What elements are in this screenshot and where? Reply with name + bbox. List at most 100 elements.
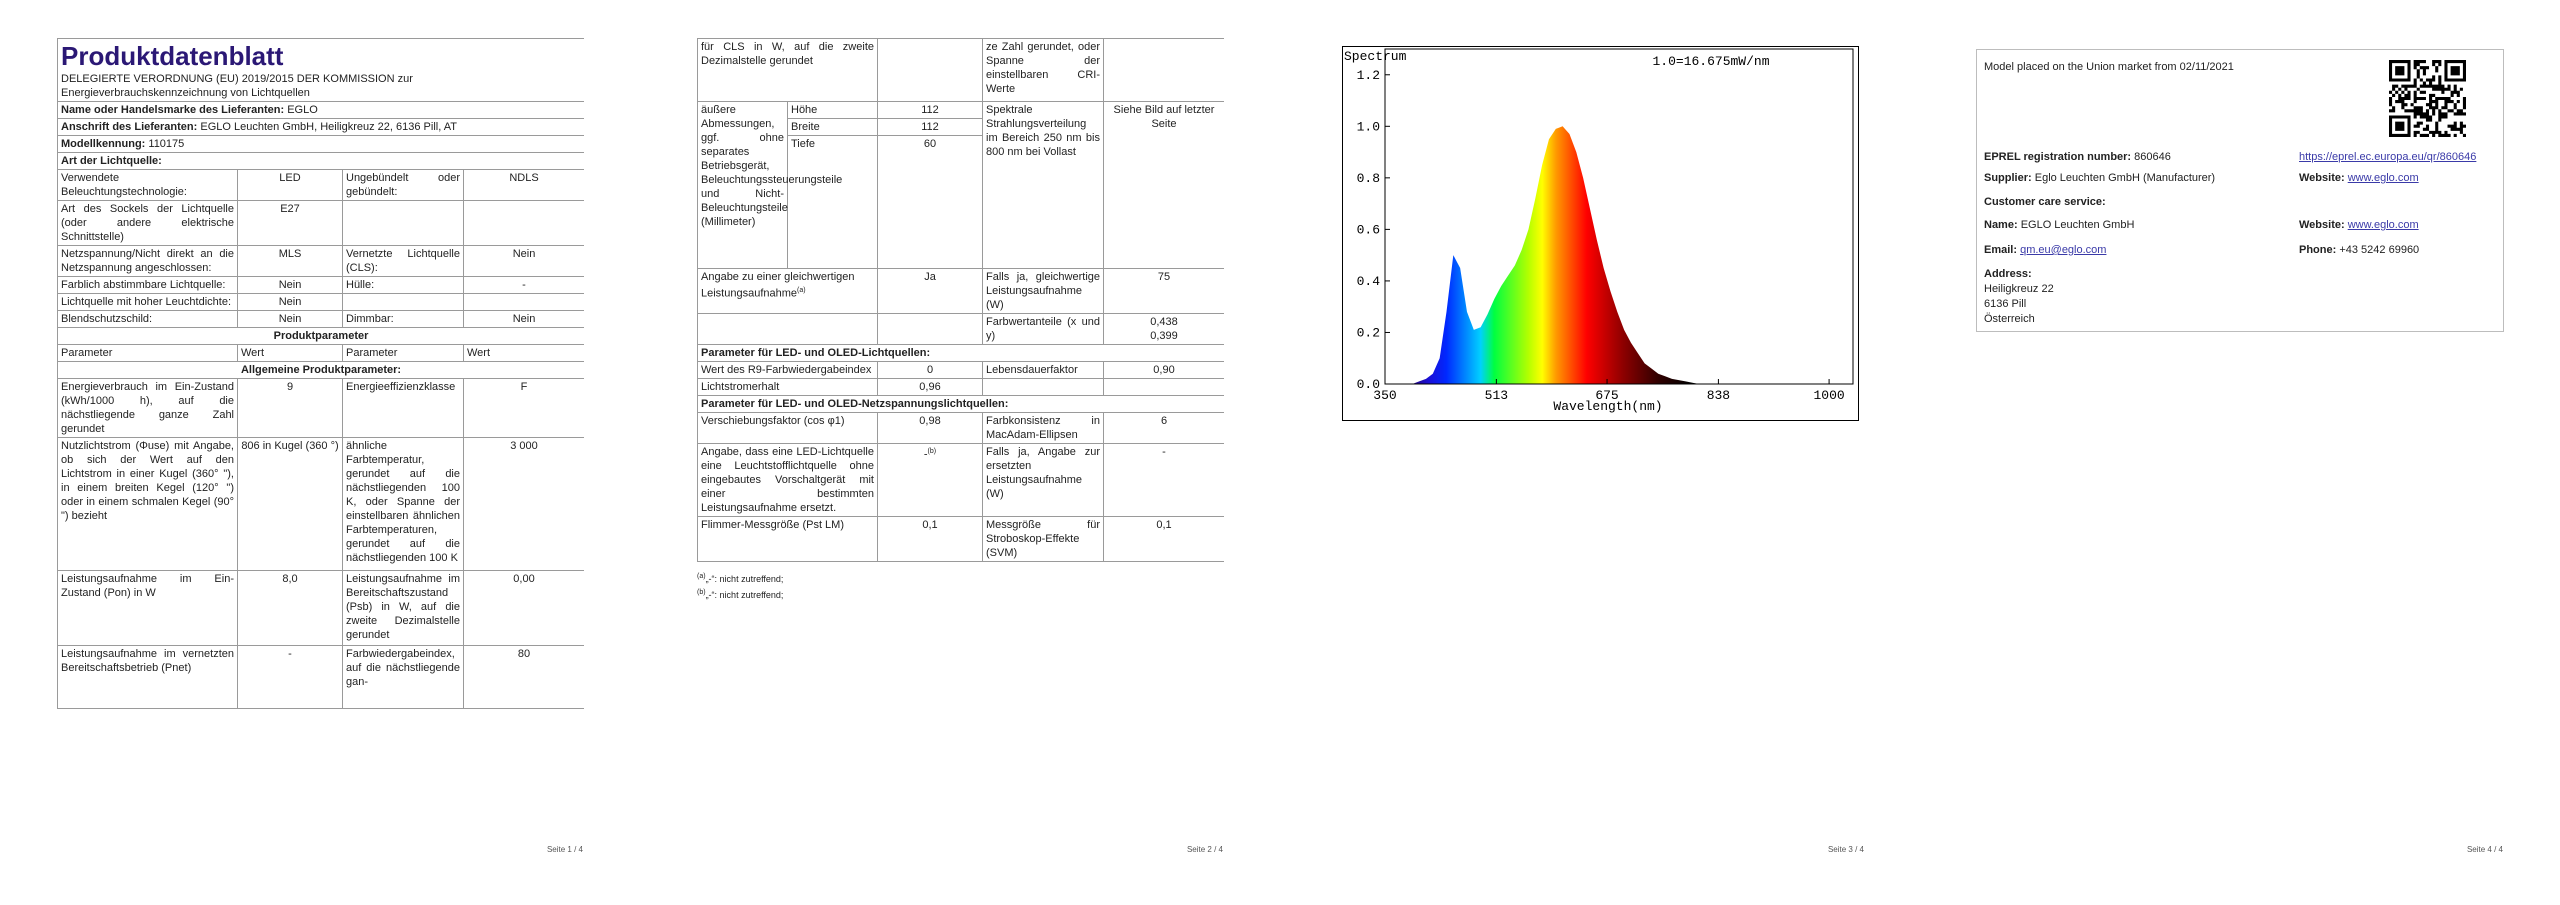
text: Produktdatenblatt DELEGIERTE VERORDNUNG (… xyxy=(57,38,584,709)
table-cell: 0,00 xyxy=(462,570,584,646)
table-cell: 3 000 xyxy=(462,437,584,571)
text: - xyxy=(923,448,928,461)
table-cell: 0,1 xyxy=(877,516,983,562)
table-cell: 75 xyxy=(1103,268,1224,314)
spectrum-chart: Spectrum 1.0=16.675mW/nm Wavelength(nm) … xyxy=(1342,46,1859,421)
table-row: für CLS in W, auf die zweite Dezimalstel… xyxy=(697,38,1224,102)
label: EPREL registration number: xyxy=(1984,151,2132,163)
regulation: DELEGIERTE VERORDNUNG (EU) 2019/2015 DER… xyxy=(61,73,413,99)
table-cell: 112 xyxy=(877,101,983,119)
table-cell: Spektrale Strahlungsverteilung im Bereic… xyxy=(982,101,1104,269)
text: Website: www.eglo.com xyxy=(2299,218,2419,232)
table-row: Allgemeine Produktparameter: xyxy=(57,361,584,379)
table-cell: 112 xyxy=(877,118,983,136)
table-cell: Lichtstromerhalt xyxy=(697,378,878,396)
table-cell: Siehe Bild auf letzter Seite xyxy=(1103,101,1224,269)
table-cell: Produktdatenblatt DELEGIERTE VERORDNUNG (… xyxy=(57,38,584,102)
text: „-“: nicht zutreffend; xyxy=(705,574,784,584)
table-cell: Angabe, dass eine LED-Lichtquelle eine L… xyxy=(697,443,878,517)
footnote-marker: (b) xyxy=(697,589,706,596)
table-cell: Breite xyxy=(787,118,878,136)
table-cell: Tiefe xyxy=(787,135,878,269)
y-tick-label: 0.2 xyxy=(1357,325,1380,340)
table-cell: Messgröße für Stroboskop-Effekte (SVM) xyxy=(982,516,1104,562)
x-axis-label: Wavelength(nm) xyxy=(1553,399,1662,414)
table-cell xyxy=(462,200,584,246)
table-cell: Falls ja, gleichwertige Leistungsaufnahm… xyxy=(982,268,1104,314)
table-cell: äußere Abmessungen, ggf. ohne separates … xyxy=(697,101,842,269)
label: Customer care service: xyxy=(1984,196,2106,208)
spectrum-area xyxy=(1385,126,1830,384)
text: EGLO Leuchten GmbH, Heiligkreuz 22, 6136… xyxy=(200,121,457,133)
page-1: Produktdatenblatt DELEGIERTE VERORDNUNG (… xyxy=(57,38,584,836)
table-cell: Angabe zu einer gleichwertigen Leistungs… xyxy=(697,268,878,314)
table-cell xyxy=(1103,38,1224,102)
link[interactable]: www.eglo.com xyxy=(2347,219,2419,231)
text: 0,438 xyxy=(1150,316,1178,328)
table-row: Flimmer-Messgröße (Pst LM) 0,1 Messgröße f… xyxy=(697,516,1224,562)
table-cell: E27 xyxy=(237,200,343,246)
table-cell: Farbwiedergabeindex, auf die nächstliege… xyxy=(342,645,464,709)
table-cell: Wert des R9-Farbwiedergabeindex xyxy=(697,361,878,379)
table-row: Farbwertanteile (x und y) 0,438 0,399 xyxy=(697,313,1224,345)
table-cell: Netzspannung/Nicht direkt an die Netzspa… xyxy=(57,245,238,277)
table-row: Produktdatenblatt DELEGIERTE VERORDNUNG (… xyxy=(57,38,584,102)
table-row: Parameter für LED- und OLED-Netzspannung… xyxy=(697,395,1224,413)
page-number: Seite 4 / 4 xyxy=(2466,845,2503,854)
page-number: Seite 1 / 4 xyxy=(546,845,583,854)
table-cell: 8,0 xyxy=(237,570,343,646)
table-row: Lichtquelle mit hoher Leuchtdichte: Nein xyxy=(57,293,584,311)
link[interactable]: www.eglo.com xyxy=(2347,172,2419,184)
table-cell: Parameter xyxy=(57,344,238,362)
label: Website: xyxy=(2299,219,2345,231)
text: 110175 xyxy=(148,138,185,150)
table-row: Verwendete Beleuchtungstechnologie: LED Un… xyxy=(57,169,584,201)
label: Name: xyxy=(1984,219,2018,231)
link[interactable]: qm.eu@eglo.com xyxy=(2020,244,2107,256)
table-cell: 0,90 xyxy=(1103,361,1224,379)
table-row: Farblich abstimmbare Lichtquelle: Nein Hül… xyxy=(57,276,584,294)
table-cell: Anschrift des Lieferanten: EGLO Leuchten… xyxy=(57,118,584,136)
table-row: Leistungsaufnahme im vernetzten Bereitsc… xyxy=(57,645,584,709)
y-tick-label: 1.0 xyxy=(1357,119,1380,134)
table-row: Art des Sockels der Lichtquelle (oder an… xyxy=(57,200,584,246)
y-tick-label: 0.4 xyxy=(1357,274,1381,289)
label: Supplier: xyxy=(1984,172,2032,184)
text: +43 5242 69960 xyxy=(2339,244,2420,256)
table-cell: 806 in Kugel (360 °) xyxy=(237,437,343,571)
table-cell: Ungebündelt oder gebündelt: xyxy=(342,169,464,201)
table-cell: ähnliche Farbtemperatur, gerundet auf di… xyxy=(342,437,464,571)
table-row: Wert des R9-Farbwiedergabeindex 0 Lebensda… xyxy=(697,361,1224,379)
text: 860646 xyxy=(2134,151,2171,163)
table-cell: Leistungsaufnahme im Bereitschaftszustan… xyxy=(342,570,464,646)
table-cell: Wert xyxy=(462,344,584,362)
table-row: Energieverbrauch im Ein-Zustand (kWh/100… xyxy=(57,378,584,438)
table-cell: 0,96 xyxy=(877,378,983,396)
table-cell: Verschiebungsfaktor (cos φ1) xyxy=(697,412,878,444)
text: Eglo Leuchten GmbH (Manufacturer) xyxy=(2034,172,2216,184)
table-cell: 0 xyxy=(877,361,983,379)
link[interactable]: https://eprel.ec.europa.eu/qr/860646 xyxy=(2299,151,2477,163)
table-row: Angabe, dass eine LED-Lichtquelle eine L… xyxy=(697,443,1224,517)
market-date: Model placed on the Union market from 02… xyxy=(1984,61,2234,73)
table-row: Verschiebungsfaktor (cos φ1) 0,98 Farbkons… xyxy=(697,412,1224,444)
table-cell: Wert xyxy=(237,344,343,362)
table-cell xyxy=(877,313,983,345)
table-cell: Modellkennung: 110175 xyxy=(57,135,584,153)
table-cell: Nein xyxy=(462,310,584,328)
table-cell: Name oder Handelsmarke des Lieferanten: … xyxy=(57,101,584,119)
table-cell: 0,98 xyxy=(877,412,983,444)
table-cell: Höhe xyxy=(787,101,878,119)
table-cell: Produktparameter xyxy=(57,327,584,345)
table-cell: Ja xyxy=(877,268,983,314)
text: EGLO Leuchten GmbH xyxy=(2020,219,2135,231)
table-row: Anschrift des Lieferanten: EGLO Leuchten… xyxy=(57,118,584,136)
table-cell: - xyxy=(462,276,584,294)
table-cell: Nein xyxy=(237,293,343,311)
page-number: Seite 3 / 4 xyxy=(1827,845,1864,854)
table-cell xyxy=(877,38,983,102)
qr-code xyxy=(2389,60,2466,137)
table-cell: Energieeffizienzklasse xyxy=(342,378,464,438)
x-tick-label: 350 xyxy=(1373,388,1396,403)
table-row: Name oder Handelsmarke des Lieferanten: … xyxy=(57,101,584,119)
